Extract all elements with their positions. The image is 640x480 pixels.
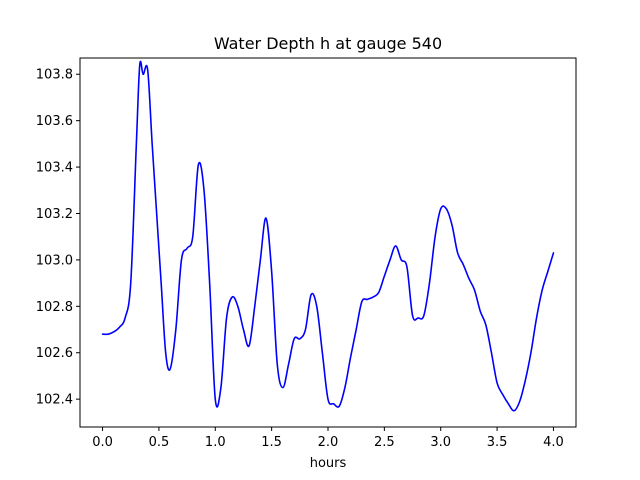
y-tick-label: 103.4 — [36, 161, 73, 176]
y-tick-label: 103.6 — [36, 114, 73, 129]
y-tick-label: 103.2 — [36, 207, 73, 222]
x-tick-label: 1.5 — [261, 435, 282, 450]
y-tick-label: 102.8 — [36, 300, 73, 315]
x-axis-label: hours — [310, 456, 347, 471]
x-axis: 0.0 0.5 1.0 1.5 2.0 2.5 3.0 3.5 4.0 — [92, 427, 564, 450]
x-tick-label: 3.5 — [487, 435, 508, 450]
plot-area — [79, 57, 577, 428]
x-tick-label: 4.0 — [543, 435, 564, 450]
y-tick-label: 102.4 — [36, 393, 73, 408]
y-axis: 102.4 102.6 102.8 103.0 103.2 103.4 103.6 103.8 — [36, 68, 80, 408]
series-line-0 — [101, 60, 555, 412]
y-tick-label: 103.0 — [36, 253, 73, 268]
x-tick-label: 0.5 — [149, 435, 170, 450]
x-tick-label: 3.0 — [430, 435, 451, 450]
axes-frame — [79, 57, 577, 428]
y-tick-label: 102.6 — [36, 346, 73, 361]
y-tick-label: 103.8 — [36, 68, 73, 83]
x-tick-label: 2.0 — [318, 435, 339, 450]
x-tick-label: 1.0 — [205, 435, 226, 450]
x-tick-label: 0.0 — [92, 435, 113, 450]
x-tick-label: 2.5 — [374, 435, 395, 450]
chart-title: Water Depth h at gauge 540 — [214, 34, 442, 53]
